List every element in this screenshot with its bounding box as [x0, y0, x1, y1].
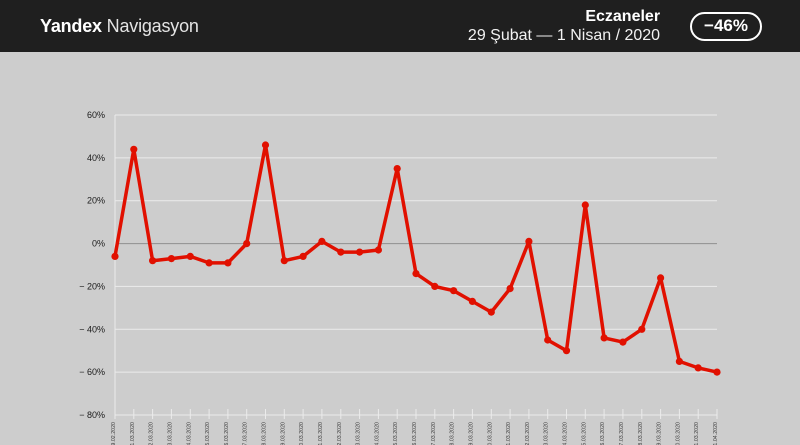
data-point [657, 274, 665, 282]
data-point [544, 336, 552, 344]
svg-text:02.03.2020: 02.03.2020 [149, 422, 155, 445]
svg-text:15.03.2020: 15.03.2020 [393, 422, 399, 445]
data-point [224, 259, 232, 267]
app-header: Yandex Navigasyon Eczaneler 29 Şubat — 1… [0, 0, 800, 52]
svg-text:05.03.2020: 05.03.2020 [205, 422, 211, 445]
svg-text:08.03.2020: 08.03.2020 [262, 422, 268, 445]
svg-text:21.03.2020: 21.03.2020 [506, 422, 512, 445]
svg-text:− 40%: − 40% [79, 324, 105, 334]
svg-text:60%: 60% [87, 110, 105, 120]
svg-text:29.03.2020: 29.03.2020 [657, 422, 663, 445]
svg-text:25.03.2020: 25.03.2020 [581, 422, 587, 445]
svg-text:09.03.2020: 09.03.2020 [280, 422, 286, 445]
data-point [186, 252, 194, 260]
svg-text:29.02.2020: 29.02.2020 [111, 422, 117, 445]
data-point [393, 165, 401, 173]
data-point [374, 246, 382, 254]
svg-text:20.03.2020: 20.03.2020 [487, 422, 493, 445]
data-point [149, 257, 157, 265]
svg-text:01.03.2020: 01.03.2020 [130, 422, 136, 445]
trend-line [113, 143, 719, 374]
brand-navigasyon: Navigasyon [106, 15, 199, 36]
svg-text:22.03.2020: 22.03.2020 [525, 422, 531, 445]
data-point [694, 364, 702, 372]
data-point [450, 287, 458, 295]
page-title: Eczaneler [585, 8, 661, 25]
data-point [713, 368, 721, 376]
svg-text:12.03.2020: 12.03.2020 [337, 422, 343, 445]
data-point [487, 308, 495, 316]
svg-text:23.03.2020: 23.03.2020 [544, 422, 550, 445]
data-point [111, 252, 119, 260]
svg-text:26.03.2020: 26.03.2020 [600, 422, 606, 445]
data-point [356, 248, 364, 256]
data-point [468, 297, 476, 305]
brand-yandex: Yandex [40, 15, 102, 36]
data-point [506, 285, 514, 293]
svg-text:03.03.2020: 03.03.2020 [167, 422, 173, 445]
svg-text:30.03.2020: 30.03.2020 [675, 422, 681, 445]
svg-text:01.04.2020: 01.04.2020 [713, 422, 719, 445]
data-point [337, 248, 345, 256]
data-point [525, 237, 533, 245]
svg-text:16.03.2020: 16.03.2020 [412, 422, 418, 445]
data-point [243, 240, 251, 248]
data-point [638, 325, 646, 333]
change-percentage-badge: −46% [690, 11, 762, 41]
data-point [261, 141, 270, 149]
svg-text:40%: 40% [87, 153, 105, 163]
svg-text:27.03.2020: 27.03.2020 [619, 422, 625, 445]
svg-text:− 20%: − 20% [79, 281, 105, 291]
svg-text:07.03.2020: 07.03.2020 [243, 422, 249, 445]
title-block: Eczaneler 29 Şubat — 1 Nisan / 2020 [468, 7, 660, 45]
svg-text:20%: 20% [87, 196, 105, 206]
trend-line-chart: 60% 40% 20% 0% − 20% − 40% − 60% − 80% 29.02.202… [79, 110, 721, 445]
date-range: 29 Şubat — 1 Nisan / 2020 [467, 27, 661, 44]
data-point [299, 252, 307, 260]
header-right-group: Eczaneler 29 Şubat — 1 Nisan / 2020 −46% [468, 7, 762, 45]
data-point [318, 237, 326, 245]
svg-text:17.03.2020: 17.03.2020 [431, 422, 437, 445]
svg-text:11.03.2020: 11.03.2020 [318, 422, 324, 445]
svg-text:14.03.2020: 14.03.2020 [374, 422, 380, 445]
svg-text:19.03.2020: 19.03.2020 [468, 422, 474, 445]
data-point [431, 282, 439, 290]
data-point [205, 259, 213, 267]
svg-text:28.03.2020: 28.03.2020 [638, 422, 644, 445]
data-point [581, 201, 589, 209]
brand-logo: Yandex Navigasyon [40, 16, 199, 37]
svg-text:06.03.2020: 06.03.2020 [224, 422, 230, 445]
svg-text:− 60%: − 60% [79, 367, 105, 377]
data-point [562, 347, 571, 355]
data-point [619, 338, 627, 346]
svg-text:18.03.2020: 18.03.2020 [450, 422, 456, 445]
data-point [280, 257, 288, 265]
svg-text:24.03.2020: 24.03.2020 [563, 422, 569, 445]
svg-text:− 80%: − 80% [79, 410, 105, 420]
data-point [412, 270, 420, 278]
svg-text:10.03.2020: 10.03.2020 [299, 422, 305, 445]
svg-text:13.03.2020: 13.03.2020 [356, 422, 362, 445]
svg-text:0%: 0% [92, 239, 105, 249]
chart-area: 60% 40% 20% 0% − 20% − 40% − 60% − 80% 29.02.202… [0, 52, 800, 445]
data-point [167, 255, 175, 263]
svg-text:04.03.2020: 04.03.2020 [186, 422, 192, 445]
data-point [130, 145, 138, 153]
data-point [675, 357, 684, 365]
data-point [600, 334, 608, 342]
svg-text:31.03.2020: 31.03.2020 [694, 422, 700, 445]
